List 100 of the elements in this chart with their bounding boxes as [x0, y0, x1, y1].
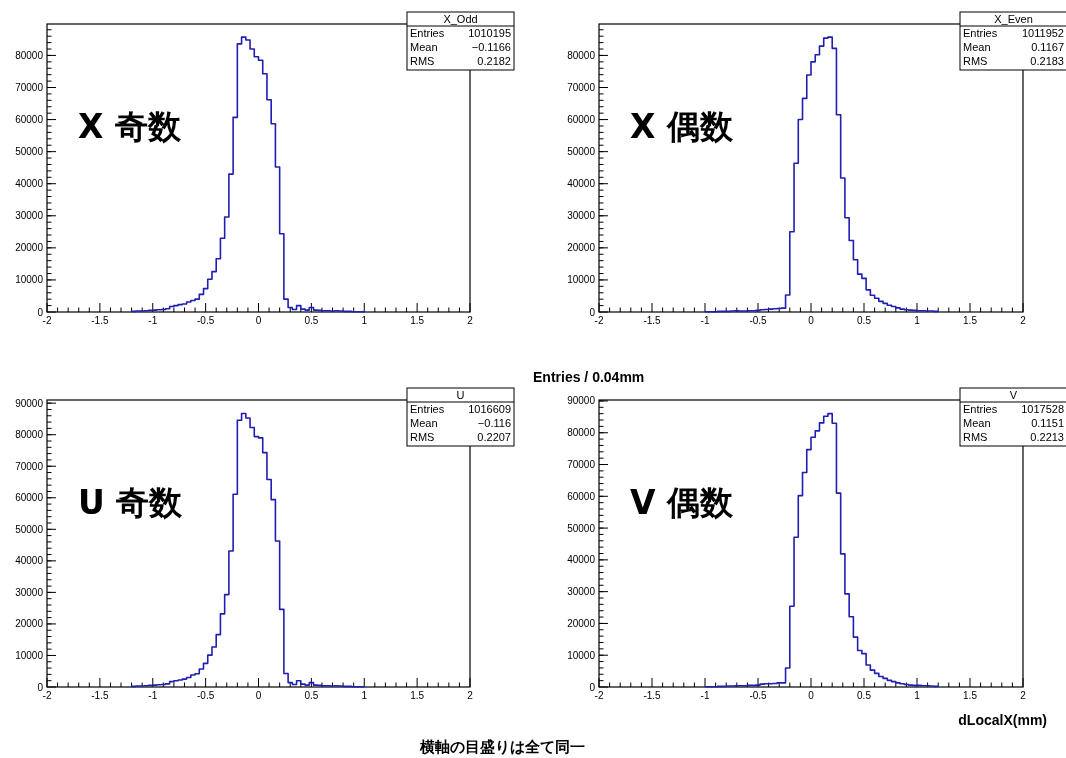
x-tick-label: -0.5: [197, 690, 215, 701]
x-tick-label: 0: [808, 690, 815, 701]
chart-title: X_Even: [994, 13, 1033, 25]
y-tick-label: 90000: [567, 395, 596, 407]
x-tick-label: -1: [700, 690, 710, 701]
annotation: Mean: [963, 417, 991, 429]
y-tick-label: 80000: [15, 429, 44, 441]
y-tick-label: 70000: [567, 459, 596, 471]
text: 0.2183: [1030, 55, 1064, 67]
y-tick-label: 70000: [15, 82, 44, 93]
x-tick-label: 2: [467, 315, 474, 326]
x-tick-label: -2: [42, 690, 52, 701]
annotation: Mean: [410, 41, 438, 53]
x-tick-label: 1.5: [963, 690, 978, 701]
annotation: Entries: [410, 403, 445, 415]
x-tick-label: -1.5: [643, 690, 662, 701]
y-tick-label: 30000: [567, 210, 596, 222]
y-tick-label: 10000: [567, 274, 596, 286]
x-tick-label: 0.5: [857, 690, 872, 701]
x-tick-label: 2: [467, 690, 474, 701]
text: 横軸の目盛りは全て同一: [419, 738, 585, 756]
text: −0.116: [477, 417, 511, 429]
y-tick-label: 30000: [15, 586, 44, 598]
y-tick-label: 30000: [15, 210, 44, 222]
chart-title: X_Odd: [443, 13, 478, 25]
y-tick-label: 90000: [15, 397, 44, 409]
annotation: X 奇数: [78, 107, 182, 146]
y-tick-label: 0: [589, 681, 596, 693]
x-tick-label: 0: [255, 690, 262, 701]
text: 0.2213: [1030, 431, 1064, 443]
y-tick-label: 0: [589, 306, 596, 318]
x-tick-label: 2: [1020, 690, 1027, 701]
x-tick-label: 1.5: [963, 315, 978, 326]
x-tick-label: 2: [1020, 315, 1027, 326]
x-tick-label: 1: [914, 690, 921, 701]
x-tick-label: -0.5: [749, 690, 768, 701]
x-tick-label: -2: [594, 690, 604, 701]
y-tick-label: 40000: [567, 554, 596, 566]
y-tick-label: 50000: [15, 523, 44, 535]
annotation: 1016609: [468, 403, 511, 415]
annotation: U 奇数: [78, 483, 184, 522]
y-axis-title: Entries / 0.04mm: [533, 369, 645, 385]
y-tick-label: 0: [37, 681, 44, 693]
y-tick-label: 80000: [15, 49, 44, 61]
annotation: Entries: [963, 403, 998, 415]
x-tick-label: 1: [361, 315, 368, 326]
x-tick-label: 0.5: [857, 315, 872, 326]
text: 0.1167: [1031, 41, 1064, 53]
y-tick-label: 50000: [567, 522, 596, 534]
x-tick-label: 0.5: [304, 690, 319, 701]
y-tick-label: 60000: [567, 114, 596, 126]
annotation: RMS: [410, 431, 435, 443]
x-tick-label: 0: [808, 315, 815, 326]
annotation: Mean: [963, 41, 991, 53]
y-tick-label: 30000: [567, 586, 596, 598]
annotation: RMS: [963, 55, 988, 67]
x-axis-title: dLocalX(mm): [958, 712, 1047, 728]
text: 0.2182: [477, 55, 511, 67]
chart-title: U: [456, 389, 465, 401]
y-tick-label: 50000: [567, 146, 596, 158]
y-tick-label: 70000: [15, 460, 44, 472]
x-tick-label: -2: [594, 315, 604, 326]
y-tick-label: 60000: [15, 492, 44, 504]
annotation: 1010195: [468, 27, 511, 39]
text: 0.1151: [1031, 417, 1064, 429]
annotation: V 偶数: [630, 483, 735, 522]
x-tick-label: -1: [700, 315, 710, 326]
x-tick-label: -0.5: [749, 315, 768, 326]
y-tick-label: 20000: [15, 242, 44, 254]
y-tick-label: 10000: [15, 649, 44, 661]
y-tick-label: 20000: [567, 617, 596, 629]
y-tick-label: 10000: [15, 274, 44, 286]
annotation: Mean: [410, 417, 438, 429]
y-tick-label: 20000: [15, 618, 44, 630]
y-tick-label: 60000: [567, 490, 596, 502]
y-tick-label: 70000: [567, 82, 596, 93]
annotation: 1017528: [1021, 403, 1064, 415]
x-tick-label: -1.5: [643, 315, 662, 326]
y-tick-label: 80000: [567, 49, 596, 61]
annotation: 1011952: [1021, 27, 1064, 39]
y-tick-label: 60000: [15, 114, 44, 126]
y-tick-label: 0: [37, 306, 44, 318]
x-tick-label: 0: [255, 315, 262, 326]
annotation: Entries: [410, 27, 445, 39]
text: −0.1166: [471, 41, 511, 53]
y-tick-label: 50000: [15, 146, 44, 158]
x-tick-label: -0.5: [197, 315, 215, 326]
annotation: X 偶数: [630, 107, 734, 146]
x-tick-label: 1: [361, 690, 368, 701]
y-tick-label: 20000: [567, 242, 596, 254]
annotation: RMS: [963, 431, 988, 443]
x-tick-label: -1: [148, 315, 158, 326]
x-tick-label: -1.5: [91, 690, 109, 701]
chart-title: V: [1009, 389, 1018, 401]
annotation: Entries: [963, 27, 998, 39]
y-tick-label: 40000: [15, 555, 44, 567]
y-tick-label: 40000: [15, 178, 44, 190]
x-tick-label: -2: [42, 315, 52, 326]
x-tick-label: -1: [148, 690, 158, 701]
x-tick-label: 1.5: [410, 690, 425, 701]
